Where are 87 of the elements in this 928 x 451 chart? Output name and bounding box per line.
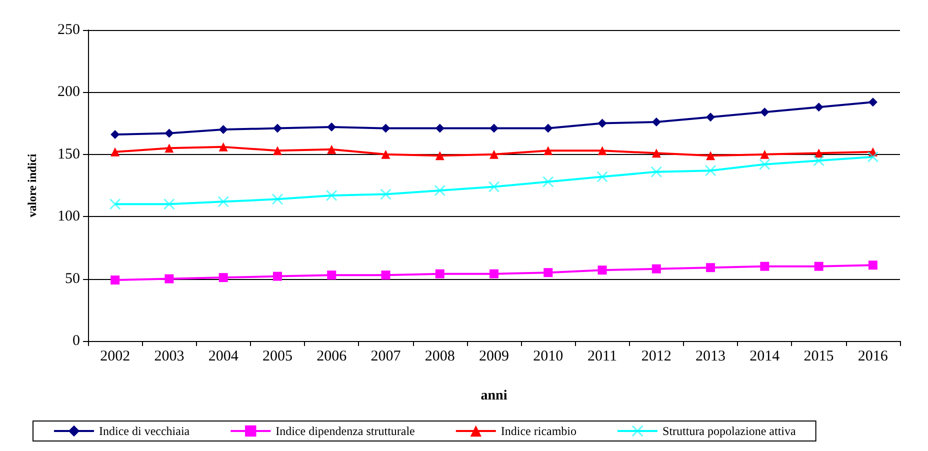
point <box>164 144 174 153</box>
point <box>490 269 498 278</box>
point <box>652 118 661 127</box>
point <box>760 108 770 117</box>
point <box>652 264 661 274</box>
point <box>110 130 120 139</box>
x-tick-label: 2013 <box>696 348 726 364</box>
point <box>435 124 444 133</box>
point <box>218 273 228 282</box>
x-axis-title: anni <box>480 388 508 404</box>
point <box>272 124 282 133</box>
point <box>814 262 824 271</box>
x-tick-label: 2011 <box>588 348 617 364</box>
point <box>652 148 661 158</box>
y-tick-label: 0 <box>72 333 80 349</box>
x-tick-label: 2009 <box>479 348 509 364</box>
point <box>218 196 229 208</box>
point <box>814 148 824 158</box>
point <box>380 188 392 200</box>
legend-label: Struttura popolazione attiva <box>662 424 796 438</box>
point <box>706 112 716 122</box>
point <box>218 125 228 134</box>
legend-label: Indice dipendenza strutturale <box>276 424 415 438</box>
point <box>381 270 390 280</box>
x-tick-label: 2005 <box>262 348 292 364</box>
point <box>705 165 716 176</box>
point <box>381 150 390 159</box>
point <box>650 166 662 178</box>
point <box>542 176 554 188</box>
y-tick-label: 200 <box>58 84 80 100</box>
legend-label: Indice di vecchiaia <box>99 424 190 438</box>
point <box>164 128 174 138</box>
point <box>544 124 553 133</box>
point <box>327 144 336 154</box>
point <box>110 198 121 210</box>
point <box>598 146 607 156</box>
point <box>272 146 282 156</box>
point <box>327 122 336 132</box>
point <box>598 266 607 275</box>
y-tick-label: 50 <box>65 270 80 287</box>
point <box>490 124 498 133</box>
point <box>813 155 824 166</box>
point <box>759 158 770 170</box>
point <box>272 272 282 281</box>
point <box>596 171 608 182</box>
point <box>868 260 878 270</box>
point <box>164 198 175 210</box>
x-tick-label: 2006 <box>316 348 348 364</box>
point <box>164 274 174 284</box>
point <box>868 98 878 107</box>
point <box>488 181 500 192</box>
point <box>706 263 716 272</box>
point <box>598 118 607 128</box>
x-tick-label: 2003 <box>154 348 184 364</box>
x-tick-label: 2008 <box>424 348 455 364</box>
point <box>544 146 553 156</box>
point <box>218 142 228 152</box>
x-tick-label: 2016 <box>858 348 888 364</box>
y-axis-title: valore indici <box>25 153 39 218</box>
point <box>868 147 878 156</box>
point <box>544 268 553 278</box>
x-tick-label: 2010 <box>533 348 564 364</box>
point <box>760 262 770 271</box>
x-tick-label: 2007 <box>370 348 402 364</box>
y-tick-label: 150 <box>58 146 80 162</box>
legend-label: Indice ricambio <box>500 424 577 438</box>
x-tick-label: 2002 <box>100 348 130 364</box>
point <box>435 269 444 278</box>
x-tick-label: 2004 <box>208 348 239 364</box>
y-tick-label: 100 <box>58 208 80 225</box>
point <box>110 276 120 285</box>
y-tick-label: 250 <box>58 22 80 38</box>
point <box>434 184 446 196</box>
x-tick-label: 2014 <box>750 348 780 364</box>
x-tick-label: 2015 <box>804 348 834 364</box>
point <box>110 147 120 156</box>
point <box>272 194 283 205</box>
point <box>760 150 770 159</box>
point <box>326 190 338 201</box>
point <box>435 151 444 160</box>
point <box>327 270 336 280</box>
point <box>814 102 824 112</box>
point <box>490 150 498 159</box>
point <box>706 151 716 160</box>
x-tick-label: 2012 <box>641 348 672 364</box>
point <box>867 151 878 162</box>
point <box>381 124 390 133</box>
